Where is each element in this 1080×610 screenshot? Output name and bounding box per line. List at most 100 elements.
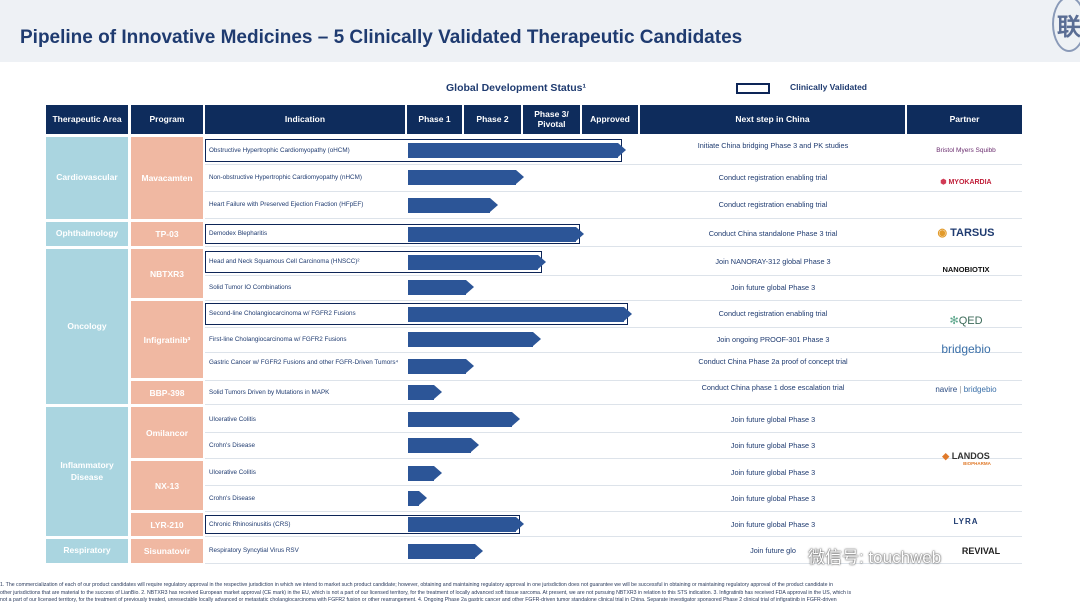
area-cardiovascular: Cardiovascular (46, 137, 128, 219)
area-ophthalmology: Ophthalmology (46, 222, 128, 246)
corner-logo: 联 (1052, 0, 1080, 52)
partner-revival-logo: REVIVAL (961, 546, 1001, 556)
indication-label: Head and Neck Squamous Cell Carcinoma (H… (209, 258, 360, 265)
next-step-label: Join future global Phase 3 (730, 468, 816, 477)
phase-progress-bar (408, 412, 520, 427)
phase-progress-bar (408, 227, 584, 242)
phase-progress-bar (408, 438, 479, 453)
phase-progress-bar (408, 307, 632, 322)
partner-tarsus-logo: ◉ TARSUS (912, 228, 1020, 239)
row-divider (205, 191, 1022, 192)
next-step-label: Conduct China standalone Phase 3 trial (708, 229, 838, 238)
phase-progress-bar (408, 544, 483, 559)
phase-progress-bar (408, 466, 442, 481)
program-infigratinib: Infigratinib³ (131, 301, 203, 378)
next-step-label: Conduct China Phase 2a proof of concept … (698, 356, 848, 366)
myokardia-mark-icon: ⬢ (940, 179, 949, 186)
phase-progress-bar (408, 332, 541, 347)
phase-progress-bar (408, 198, 498, 213)
landos-mark-icon: ◆ (942, 451, 950, 461)
row-divider (205, 485, 1022, 486)
phase-progress-bar (408, 280, 474, 295)
phase-progress-bar (408, 170, 524, 185)
indication-label: Second-line Cholangiocarcinoma w/ FGFR2 … (209, 310, 356, 317)
row-divider (205, 458, 1022, 459)
indication-label: Ulcerative Colitis (209, 469, 256, 476)
next-step-label: Join ongoing PROOF-301 Phase 3 (716, 334, 830, 344)
page-title: Pipeline of Innovative Medicines – 5 Cli… (20, 27, 743, 48)
header-phase2: Phase 2 (464, 105, 521, 134)
partner-bridgebio-logo: bridgebio (941, 342, 991, 356)
row-divider (205, 432, 1022, 433)
phase-progress-bar (408, 517, 524, 532)
indication-label: Crohn's Disease (209, 441, 255, 449)
header-therapeutic-area: Therapeutic Area (46, 105, 128, 134)
next-step-label: Conduct registration enabling trial (718, 309, 828, 318)
partner-landos-logo: ◆ LANDOS BIOPHARMA (912, 452, 1020, 467)
row-divider (205, 327, 1022, 328)
partner-myokardia-name: MYOKARDIA (948, 179, 992, 186)
footnotes: 1. The commercialization of each of our … (0, 582, 1080, 605)
program-mavacamten: Mavacamten (131, 137, 203, 219)
row-divider (205, 246, 1022, 247)
footnote-line: other jurisdictions that are material to… (0, 589, 852, 596)
next-step-label: Conduct registration enabling trial (718, 200, 828, 209)
next-step-label: Join future global Phase 3 (730, 414, 816, 424)
indication-label: Demodex Blepharitis (209, 230, 268, 237)
row-divider (205, 404, 1022, 405)
header-approved: Approved (582, 105, 638, 134)
area-oncology: Oncology (46, 249, 128, 404)
tarsus-mark-icon: ◉ (937, 227, 951, 239)
indication-label: Ulcerative Colitis (209, 415, 256, 423)
indication-label: Respiratory Syncytial Virus RSV (209, 547, 299, 554)
row-divider (205, 300, 1022, 301)
header-band (0, 0, 1080, 62)
row-divider (205, 563, 1022, 564)
qed-mark-icon: ✻ (949, 315, 959, 327)
indication-label: Non-obstructive Hypertrophic Cardiomyopa… (209, 173, 362, 181)
row-divider (205, 164, 1022, 165)
next-step-label: Join NANORAY-312 global Phase 3 (715, 257, 831, 266)
next-step-label: Join future global Phase 3 (730, 440, 816, 450)
next-step-label: Conduct registration enabling trial (718, 172, 828, 182)
indication-label: Crohn's Disease (209, 494, 255, 502)
header-partner: Partner (907, 105, 1022, 134)
legend-validated-label: Clinically Validated (790, 82, 868, 92)
row-divider (205, 218, 1022, 219)
header-next-step: Next step in China (640, 105, 905, 134)
header-indication: Indication (205, 105, 405, 134)
phase-progress-bar (408, 385, 442, 400)
program-tp-03: TP-03 (131, 222, 203, 246)
partner-navire-logo: navire | bridgebio (935, 385, 997, 394)
wechat-watermark: 微信号: touchweb (808, 548, 942, 567)
next-step-label: Join future glo (750, 546, 796, 555)
row-divider (205, 536, 1022, 537)
row-divider (205, 380, 1022, 381)
next-step-label: Join future global Phase 3 (730, 282, 816, 292)
indication-label: Chronic Rhinosinusitis (CRS) (209, 520, 291, 528)
footnote-line: 1. The commercialization of each of our … (0, 582, 833, 588)
program-sisunatovir: Sisunatovir (131, 539, 203, 563)
partner-landos-name: LANDOS (951, 451, 990, 461)
next-step-label: Conduct China phase 1 dose escalation tr… (701, 382, 845, 392)
row-divider (205, 352, 1022, 353)
phase-progress-bar (408, 359, 474, 374)
partner-landos-sub: BIOPHARMA (963, 461, 991, 466)
next-step-label: Initiate China bridging Phase 3 and PK s… (697, 140, 849, 150)
partner-lyra-logo: LYRA (953, 517, 979, 526)
program-omilancor: Omilancor (131, 407, 203, 458)
partner-myokardia-logo: ⬢ MYOKARDIA (912, 179, 1020, 186)
indication-label: First-line Cholangiocarcinoma w/ FGFR2 F… (209, 335, 347, 343)
row-divider (205, 511, 1022, 512)
indication-label: Solid Tumor IO Combinations (209, 283, 292, 291)
phase-progress-bar (408, 255, 546, 270)
indication-label: Gastric Cancer w/ FGFR2 Fusions and othe… (209, 358, 399, 366)
area-respiratory: Respiratory (46, 539, 128, 563)
partner-qed-name: QED (958, 315, 983, 327)
indication-label: Obstructive Hypertrophic Cardiomyopathy … (209, 146, 350, 154)
phase-progress-bar (408, 491, 427, 506)
next-step-label: Join future global Phase 3 (730, 493, 816, 503)
program-nx-13: NX-13 (131, 461, 203, 510)
legend-validated-swatch (736, 83, 770, 94)
row-divider (205, 275, 1022, 276)
